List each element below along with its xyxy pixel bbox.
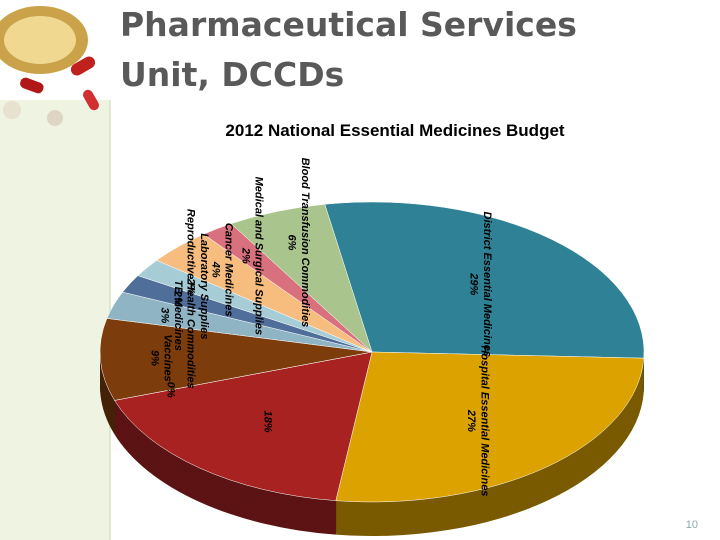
slice-label: Cancer Medicines4% [209, 223, 234, 317]
slice-category: Medical and Surgical Supplies [253, 177, 265, 335]
slice-category: TB Medicines [172, 280, 184, 351]
side-panel [0, 100, 110, 540]
chart-title: 2012 National Essential Medicines Budget [225, 121, 565, 140]
slice-percent: 27% [465, 409, 477, 432]
slice-label: TB Medicines3% [159, 280, 184, 351]
pie: District Essential Medicines29%Hospital … [99, 158, 645, 536]
slice-label: Reproductive Health Commodities2% [171, 209, 196, 389]
slice-label: Hospital Essential Medicines27% [465, 345, 490, 496]
slice-category: Reproductive Health Commodities [184, 209, 196, 389]
slice-label: Vaccines9% [148, 334, 173, 381]
slice-percent: 6% [286, 235, 298, 251]
slice-label: Medical and Surgical Supplies2% [239, 177, 264, 335]
pie-slice [230, 204, 373, 353]
slide-title-line: Pharmaceutical Services [120, 5, 577, 44]
slice-label: District Essential Medicines29% [468, 212, 493, 358]
slice-percent: 9% [148, 350, 160, 366]
slice-percent: 3% [159, 307, 171, 323]
slice-percent: 2% [239, 247, 251, 264]
slice-percent: 2% [185, 277, 197, 294]
slice-category: District Essential Medicines [481, 212, 493, 358]
slice-percent: 29% [468, 272, 480, 295]
pills-decoration [0, 6, 99, 126]
slice-percent: 2% [171, 290, 183, 307]
slice-category: Laboratory Supplies [198, 233, 210, 339]
slice-label: Laboratory Supplies2% [185, 233, 210, 339]
page-number: 10 [686, 519, 698, 531]
pie-slice [114, 351, 373, 501]
slice-category: Hospital Essential Medicines [478, 345, 490, 496]
slice-percent: 0% [164, 382, 176, 398]
pie-slice [335, 351, 645, 503]
slice-category: Blood Transfusion Commodities [299, 158, 311, 328]
slice-percent: 4% [209, 261, 221, 278]
slice-percent: 18% [262, 411, 274, 433]
slice-category: Vaccines [162, 334, 174, 381]
pie-slice [324, 201, 645, 359]
pie-slice [99, 318, 373, 401]
slice-label: 0% [164, 382, 176, 398]
slide-title-line: Unit, DCCDs [120, 55, 344, 94]
slice-label: Blood Transfusion Commodities6% [286, 158, 311, 328]
slice-category: Cancer Medicines [223, 223, 235, 317]
slice-label: 18% [262, 411, 274, 433]
